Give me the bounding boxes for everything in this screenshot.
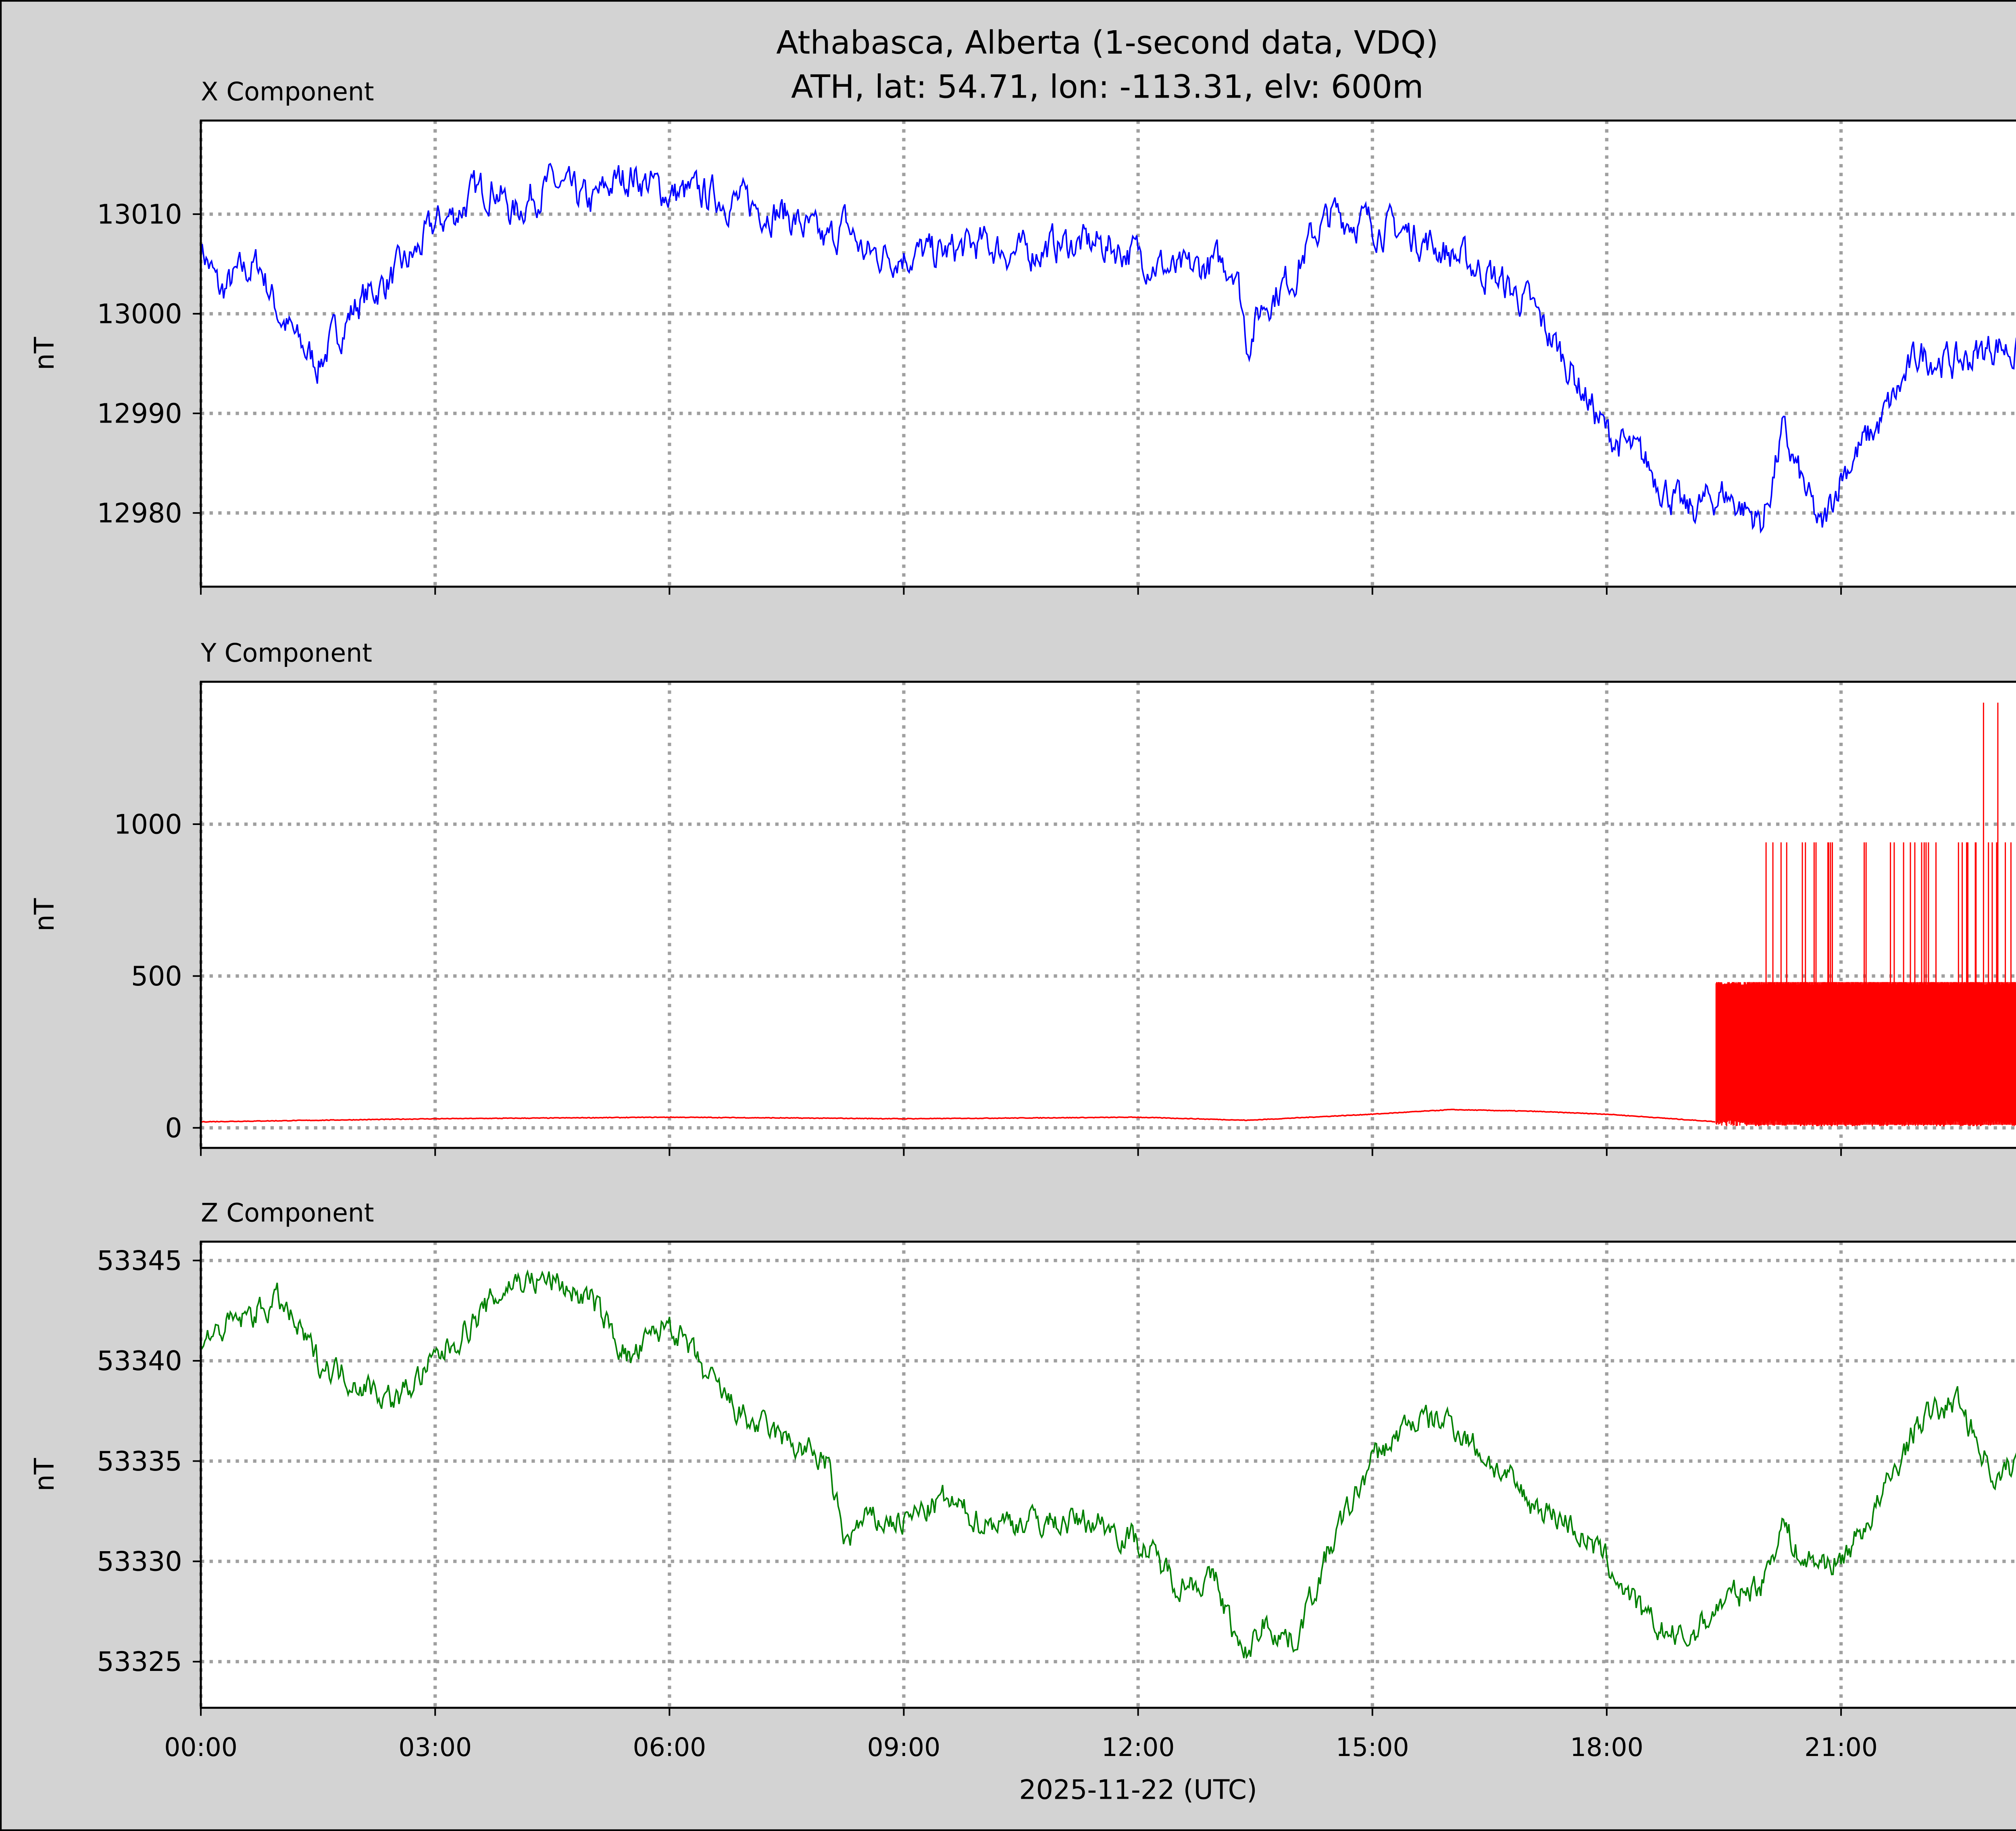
plot-area	[201, 1241, 2016, 1708]
axes-frame	[200, 1240, 2016, 1709]
y-tick-label: 53340	[97, 1345, 182, 1377]
panel-title: Z Component	[201, 1198, 374, 1228]
series-line	[201, 162, 2016, 534]
series-dense-fill	[1747, 982, 2016, 1125]
y-tick-label: 53345	[97, 1245, 182, 1276]
plot-area	[201, 120, 2016, 587]
x-axis-label: 2025-11-22 (UTC)	[1019, 1774, 1257, 1805]
x-tick-label: 00:00	[164, 1732, 237, 1762]
panel-y: Y Component nT 0 500 1000	[29, 638, 2016, 1156]
y-axis-label: nT	[29, 898, 60, 931]
x-tick-label: 18:00	[1570, 1732, 1643, 1762]
y-tick-label: 500	[131, 960, 182, 992]
series-line	[200, 1108, 1716, 1123]
chart-subtitle: ATH, lat: 54.71, lon: -113.31, elv: 600m	[791, 68, 1424, 105]
y-tick-label: 0	[165, 1112, 182, 1144]
series-line	[201, 1269, 2016, 1660]
y-tick-label: 12980	[97, 497, 182, 529]
plot-area	[201, 681, 2016, 1148]
x-tick-label: 06:00	[633, 1732, 706, 1762]
axes-frame	[200, 681, 2016, 1149]
y-tick-label: 1000	[114, 808, 182, 840]
x-tick-label: 15:00	[1336, 1732, 1409, 1762]
y-axis-label: nT	[29, 1458, 60, 1491]
panel-x: X Component nT 12980 12990 13000 13010	[29, 77, 2016, 595]
y-tick-label: 53325	[97, 1646, 182, 1677]
y-axis-label: nT	[29, 337, 60, 370]
y-tick-label: 13000	[97, 298, 182, 329]
y-tick-label: 12990	[97, 398, 182, 429]
chart-title: Athabasca, Alberta (1-second data, VDQ)	[776, 24, 1438, 61]
panel-z: Z Component nT 00:00 03:00 06:00 09:00 12:00 15…	[29, 1198, 2016, 1762]
y-tick-label: 53335	[97, 1446, 182, 1477]
panel-title: X Component	[201, 77, 374, 106]
panel-title: Y Component	[200, 638, 372, 668]
x-tick-label: 21:00	[1804, 1732, 1878, 1762]
y-tick-label: 53330	[97, 1546, 182, 1577]
x-tick-label: 03:00	[398, 1732, 472, 1762]
y-tick-label: 13010	[97, 198, 182, 230]
axes-frame	[200, 119, 2016, 588]
x-tick-label: 12:00	[1102, 1732, 1175, 1762]
x-tick-label: 09:00	[867, 1732, 941, 1762]
